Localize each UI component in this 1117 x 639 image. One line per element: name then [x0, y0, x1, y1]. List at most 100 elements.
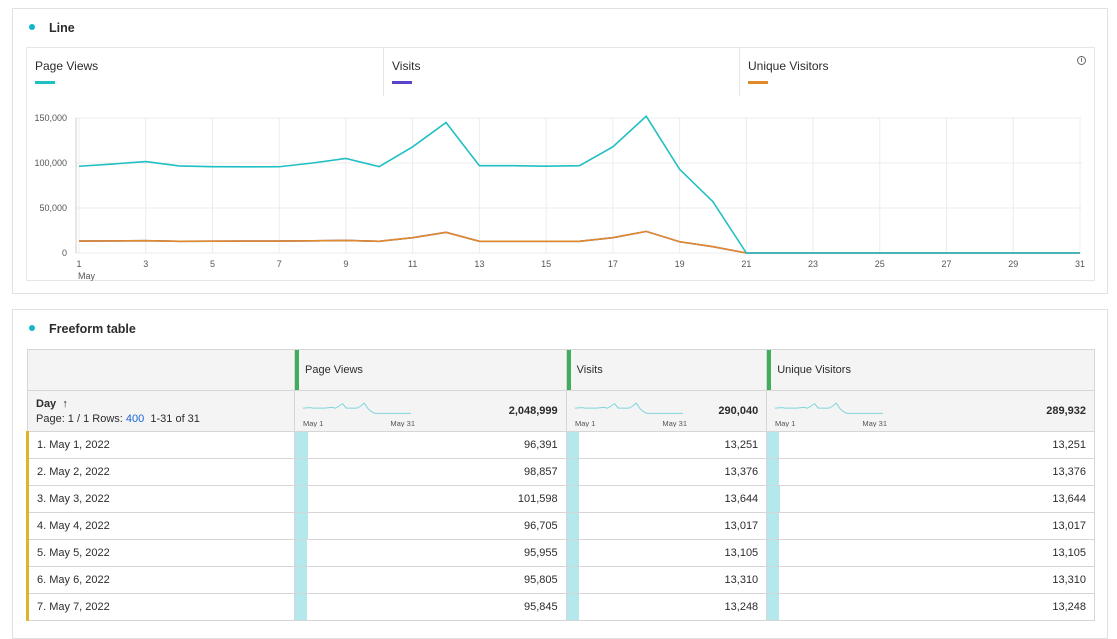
row-label[interactable]: 4. May 4, 2022 [26, 512, 295, 540]
sparkline: May 1 May 31 [574, 402, 687, 427]
legend-visits[interactable]: Visits [384, 48, 740, 96]
metric-label: Unique Visitors [777, 364, 851, 376]
info-icon[interactable]: i [1077, 56, 1086, 65]
metric-label: Page Views [305, 364, 363, 376]
metric-cell: 13,376 [565, 458, 768, 486]
value-bar [295, 513, 308, 539]
table-row[interactable]: 5. May 5, 2022 95,955 13,105 13,105 [26, 539, 1095, 567]
metric-cell: 13,017 [766, 512, 1095, 540]
metric-value: 13,644 [1052, 493, 1086, 505]
table-row[interactable]: 7. May 7, 2022 95,845 13,248 13,248 [26, 593, 1095, 621]
x-tick-label: 21 [741, 259, 751, 269]
dimension-header[interactable]: Day ↑ Page: 1 / 1 Rows: 400 1-31 of 31 [27, 390, 295, 432]
metric-value: 13,251 [724, 439, 759, 451]
value-bar [295, 486, 309, 512]
metric-cell: 13,251 [766, 431, 1095, 459]
metric-total: 290,040 [718, 405, 759, 417]
value-bar [295, 567, 308, 593]
value-bar [566, 486, 580, 512]
legend-page-views[interactable]: Page Views [27, 48, 384, 96]
metric-value: 95,955 [523, 547, 558, 559]
series-line-unique-visitors[interactable] [78, 230, 1080, 254]
metric-value: 96,705 [523, 520, 558, 532]
row-label[interactable]: 6. May 6, 2022 [26, 566, 295, 594]
legend-label: Unique Visitors [748, 59, 829, 73]
table-row[interactable]: 3. May 3, 2022 101,598 13,644 13,644 [26, 485, 1095, 513]
row-label[interactable]: 5. May 5, 2022 [26, 539, 295, 567]
metric-value: 13,105 [724, 547, 759, 559]
x-tick-label: 27 [942, 259, 952, 269]
row-label[interactable]: 2. May 2, 2022 [26, 458, 295, 486]
sort-ascending-icon[interactable]: ↑ [62, 397, 68, 410]
sparkline-start: May 1 [775, 419, 795, 427]
value-bar [767, 513, 780, 539]
value-bar [767, 432, 780, 458]
metric-header-page-views[interactable]: Page Views [294, 349, 567, 391]
table-row[interactable]: 4. May 4, 2022 96,705 13,017 13,017 [26, 512, 1095, 540]
x-tick-label: 13 [474, 259, 484, 269]
metric-label: Visits [576, 364, 603, 376]
x-tick-label: 7 [277, 259, 282, 269]
rows-per-page[interactable]: 400 [125, 412, 145, 425]
metric-value: 98,857 [523, 466, 558, 478]
metric-cell: 13,251 [565, 431, 768, 459]
metric-value: 95,845 [523, 601, 558, 613]
y-tick-label: 0 [62, 248, 67, 258]
metric-header-unique-visitors[interactable]: Unique Visitors [766, 349, 1095, 391]
value-bar [295, 432, 308, 458]
x-tick-label: 17 [608, 259, 618, 269]
value-bar [566, 567, 579, 593]
metric-cell: 13,105 [766, 539, 1095, 567]
legend-label: Page Views [35, 59, 99, 73]
metric-cell: 95,955 [294, 539, 567, 567]
metric-cell: 95,845 [294, 593, 567, 621]
metric-cell: 13,310 [766, 566, 1095, 594]
corner-cell [27, 349, 295, 391]
table-row[interactable]: 1. May 1, 2022 96,391 13,251 13,251 [26, 431, 1095, 459]
metric-header-visits[interactable]: Visits [565, 349, 768, 391]
metric-total-cell: May 1 May 31 290,040 [565, 390, 768, 432]
sparkline-end: May 31 [390, 419, 415, 427]
metric-cell: 13,248 [766, 593, 1095, 621]
x-sublabel: May [78, 271, 96, 281]
chart-svg: 1 3 5 7 9 11 13 15 17 19 21 23 25 27 29 31May050,000100… [34, 113, 1085, 281]
legend-label: Visits [392, 59, 421, 73]
row-label[interactable]: 7. May 7, 2022 [26, 593, 295, 621]
metric-cell: 13,105 [565, 539, 768, 567]
series-line-visits[interactable] [78, 230, 1080, 254]
freeform-table: Page Views Visits Unique Visitors Day ↑ … [26, 349, 1095, 621]
metric-cell: 13,310 [565, 566, 768, 594]
metric-cell: 95,805 [294, 566, 567, 594]
x-tick-label: 23 [808, 259, 818, 269]
metric-value: 96,391 [523, 439, 558, 451]
metric-value: 13,017 [1052, 520, 1086, 532]
sparkline-start: May 1 [575, 419, 595, 427]
sparkline-end: May 31 [863, 419, 888, 427]
table-row[interactable]: 6. May 6, 2022 95,805 13,310 13,310 [26, 566, 1095, 594]
y-tick-label: 100,000 [34, 158, 67, 168]
line-panel-title: Line [49, 21, 75, 35]
row-range: 1-31 of 31 [150, 412, 200, 425]
table-panel: Freeform table Page Views Visits Unique … [12, 309, 1108, 639]
row-label[interactable]: 1. May 1, 2022 [26, 431, 295, 459]
metric-value: 13,644 [724, 493, 759, 505]
y-tick-label: 150,000 [34, 113, 67, 123]
x-tick-label: 15 [541, 259, 551, 269]
sparkline-end: May 31 [662, 419, 687, 427]
metric-cell: 13,248 [565, 593, 768, 621]
table-row[interactable]: 2. May 2, 2022 98,857 13,376 13,376 [26, 458, 1095, 486]
metric-cell: 98,857 [294, 458, 567, 486]
series-line-page-views[interactable] [78, 114, 1080, 254]
x-tick-label: 9 [343, 259, 348, 269]
row-label[interactable]: 3. May 3, 2022 [26, 485, 295, 513]
metric-value: 13,376 [1052, 466, 1086, 478]
table-panel-title: Freeform table [49, 322, 136, 336]
legend-unique-visitors[interactable]: Unique Visitors [740, 48, 1070, 96]
metric-value: 13,248 [1052, 601, 1086, 613]
value-bar [767, 567, 780, 593]
panel-dot-icon [29, 325, 35, 331]
dimension-label: Day [36, 397, 57, 410]
value-bar [767, 459, 780, 485]
x-tick-label: 19 [675, 259, 685, 269]
